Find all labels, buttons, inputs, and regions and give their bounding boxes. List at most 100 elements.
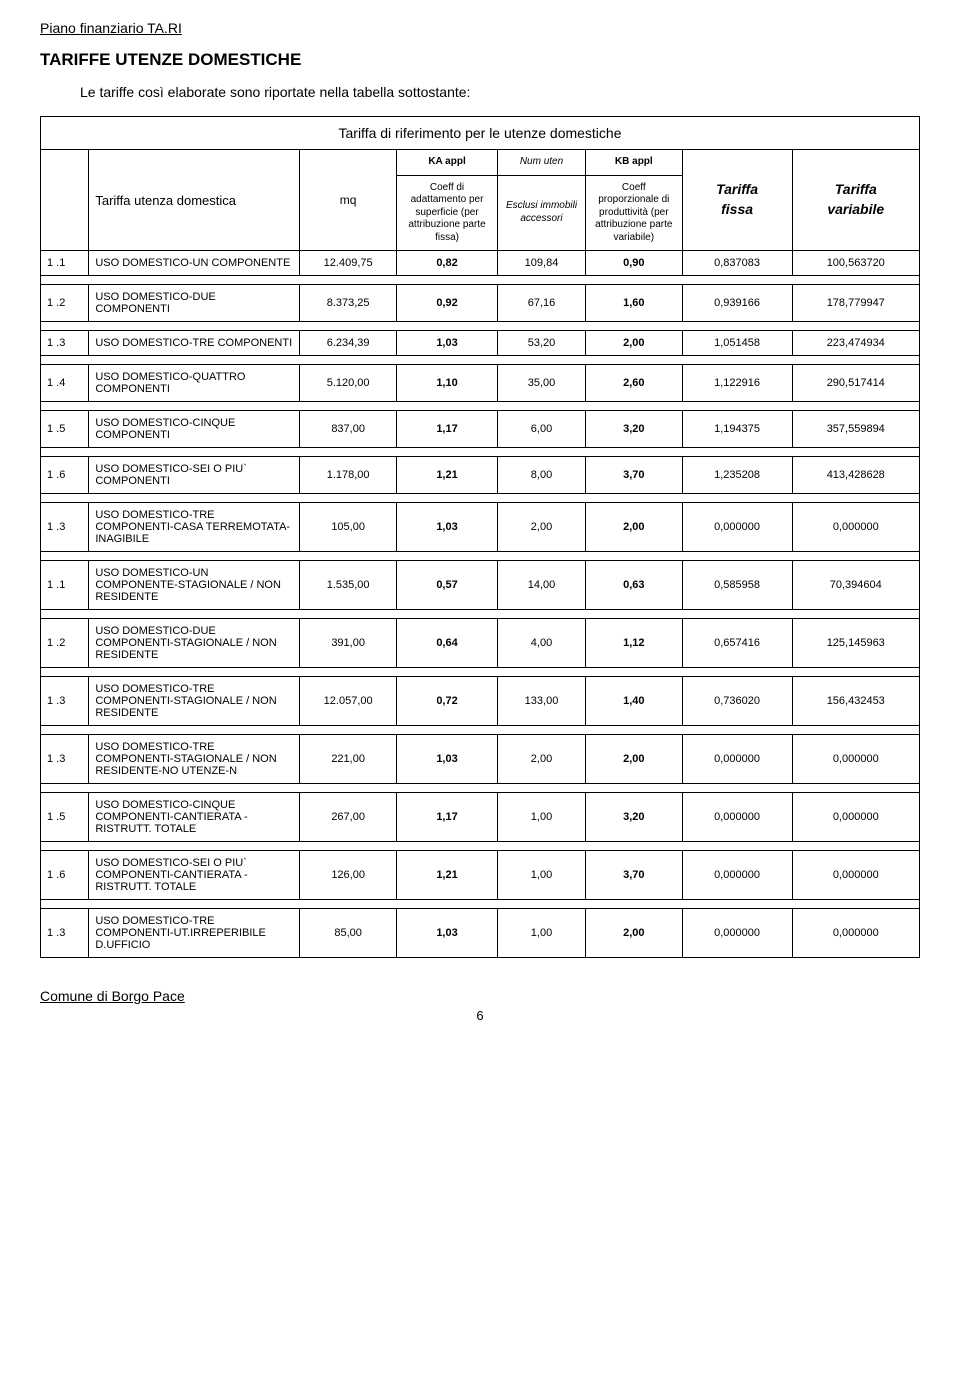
table-cell: 133,00 — [498, 677, 586, 726]
table-cell: USO DOMESTICO-TRE COMPONENTI-STAGIONALE … — [89, 677, 300, 726]
table-row: 1 .3USO DOMESTICO-TRE COMPONENTI-STAGION… — [41, 677, 920, 726]
table-row: 1 .6USO DOMESTICO-SEI O PIU` COMPONENTI1… — [41, 457, 920, 494]
table-cell: 0,837083 — [682, 251, 792, 276]
table-cell: 1 .3 — [41, 909, 89, 958]
table-cell: 1 .3 — [41, 503, 89, 552]
table-cell: 1 .2 — [41, 285, 89, 322]
table-cell: USO DOMESTICO-TRE COMPONENTI-STAGIONALE … — [89, 735, 300, 784]
table-cell: 0,63 — [585, 561, 682, 610]
row-spacer — [41, 276, 920, 285]
table-cell: 221,00 — [300, 735, 397, 784]
table-cell: USO DOMESTICO-TRE COMPONENTI-CASA TERREM… — [89, 503, 300, 552]
table-cell: 1 .3 — [41, 677, 89, 726]
table-cell: 1 .2 — [41, 619, 89, 668]
table-cell: 0,585958 — [682, 561, 792, 610]
table-cell: 1 .6 — [41, 457, 89, 494]
table-cell: USO DOMESTICO-SEI O PIU` COMPONENTI-CANT… — [89, 851, 300, 900]
page-number: 6 — [40, 1008, 920, 1023]
table-cell: 0,000000 — [792, 851, 919, 900]
table-cell: 1,17 — [396, 411, 497, 448]
table-cell: 1 .5 — [41, 793, 89, 842]
table-cell: 0,000000 — [682, 735, 792, 784]
table-cell: 156,432453 — [792, 677, 919, 726]
table-cell: 1,21 — [396, 851, 497, 900]
table-cell: 290,517414 — [792, 365, 919, 402]
row-spacer — [41, 784, 920, 793]
table-cell: 1,00 — [498, 909, 586, 958]
table-cell: 1 .3 — [41, 331, 89, 356]
table-cell: USO DOMESTICO-CINQUE COMPONENTI — [89, 411, 300, 448]
table-row: 1 .1USO DOMESTICO-UN COMPONENTE-STAGIONA… — [41, 561, 920, 610]
table-cell: USO DOMESTICO-TRE COMPONENTI — [89, 331, 300, 356]
table-cell: 1,03 — [396, 735, 497, 784]
doc-footer: Comune di Borgo Pace — [40, 988, 920, 1004]
row-spacer — [41, 726, 920, 735]
table-cell: 391,00 — [300, 619, 397, 668]
table-cell: 0,000000 — [682, 851, 792, 900]
table-cell: 357,559894 — [792, 411, 919, 448]
table-row: 1 .3USO DOMESTICO-TRE COMPONENTI6.234,39… — [41, 331, 920, 356]
table-cell: 1,40 — [585, 677, 682, 726]
row-spacer — [41, 668, 920, 677]
table-cell: 125,145963 — [792, 619, 919, 668]
table-cell: 0,736020 — [682, 677, 792, 726]
table-cell: 1.178,00 — [300, 457, 397, 494]
table-cell: 1,00 — [498, 793, 586, 842]
col-header-variabile: Tariffa variabile — [792, 150, 919, 251]
table-cell: 1,60 — [585, 285, 682, 322]
table-cell: 2,00 — [585, 331, 682, 356]
table-cell: 0,000000 — [792, 793, 919, 842]
table-cell: USO DOMESTICO-UN COMPONENTE — [89, 251, 300, 276]
table-cell: 0,000000 — [682, 909, 792, 958]
table-cell: 1 .6 — [41, 851, 89, 900]
table-cell: 1 .1 — [41, 561, 89, 610]
row-spacer — [41, 552, 920, 561]
table-cell: 8,00 — [498, 457, 586, 494]
table-row: 1 .5USO DOMESTICO-CINQUE COMPONENTI837,0… — [41, 411, 920, 448]
col-header-ka: Coeff di adattamento per superficie (per… — [396, 175, 497, 251]
table-cell: USO DOMESTICO-SEI O PIU` COMPONENTI — [89, 457, 300, 494]
row-spacer — [41, 610, 920, 619]
table-cell: 1,21 — [396, 457, 497, 494]
table-cell: 1.535,00 — [300, 561, 397, 610]
table-cell: 85,00 — [300, 909, 397, 958]
table-cell: 1,051458 — [682, 331, 792, 356]
table-cell: 0,92 — [396, 285, 497, 322]
table-cell: 3,70 — [585, 851, 682, 900]
table-cell: 2,00 — [498, 503, 586, 552]
table-cell: 2,00 — [585, 909, 682, 958]
table-cell: 267,00 — [300, 793, 397, 842]
col-header-numuten: Esclusi immobili accessori — [498, 175, 586, 251]
row-spacer — [41, 402, 920, 411]
table-row: 1 .5USO DOMESTICO-CINQUE COMPONENTI-CANT… — [41, 793, 920, 842]
row-spacer — [41, 494, 920, 503]
table-cell: 0,000000 — [792, 503, 919, 552]
table-cell: 2,00 — [585, 503, 682, 552]
table-cell: 53,20 — [498, 331, 586, 356]
table-cell: 35,00 — [498, 365, 586, 402]
table-cell: 1 .1 — [41, 251, 89, 276]
col-header-kb: Coeff proporzionale di produttività (per… — [585, 175, 682, 251]
table-cell: 6,00 — [498, 411, 586, 448]
table-cell: 4,00 — [498, 619, 586, 668]
table-row: 1 .2USO DOMESTICO-DUE COMPONENTI-STAGION… — [41, 619, 920, 668]
table-cell: 1 .4 — [41, 365, 89, 402]
table-cell: USO DOMESTICO-QUATTRO COMPONENTI — [89, 365, 300, 402]
table-cell: 70,394604 — [792, 561, 919, 610]
row-spacer — [41, 448, 920, 457]
table-cell: 100,563720 — [792, 251, 919, 276]
intro-text: Le tariffe così elaborate sono riportate… — [80, 84, 920, 100]
table-row: 1 .1USO DOMESTICO-UN COMPONENTE12.409,75… — [41, 251, 920, 276]
row-spacer — [41, 356, 920, 365]
table-cell: 126,00 — [300, 851, 397, 900]
tariffa-label-2: Tariffa — [799, 180, 913, 200]
table-cell: USO DOMESTICO-TRE COMPONENTI-UT.IRREPERI… — [89, 909, 300, 958]
table-cell: 178,779947 — [792, 285, 919, 322]
variabile-label: variabile — [799, 200, 913, 220]
table-cell: 6.234,39 — [300, 331, 397, 356]
table-cell: 105,00 — [300, 503, 397, 552]
col-header-blank — [41, 150, 89, 251]
table-row: 1 .3USO DOMESTICO-TRE COMPONENTI-CASA TE… — [41, 503, 920, 552]
table-cell: USO DOMESTICO-UN COMPONENTE-STAGIONALE /… — [89, 561, 300, 610]
col-header-numuten-top: Num uten — [498, 150, 586, 176]
